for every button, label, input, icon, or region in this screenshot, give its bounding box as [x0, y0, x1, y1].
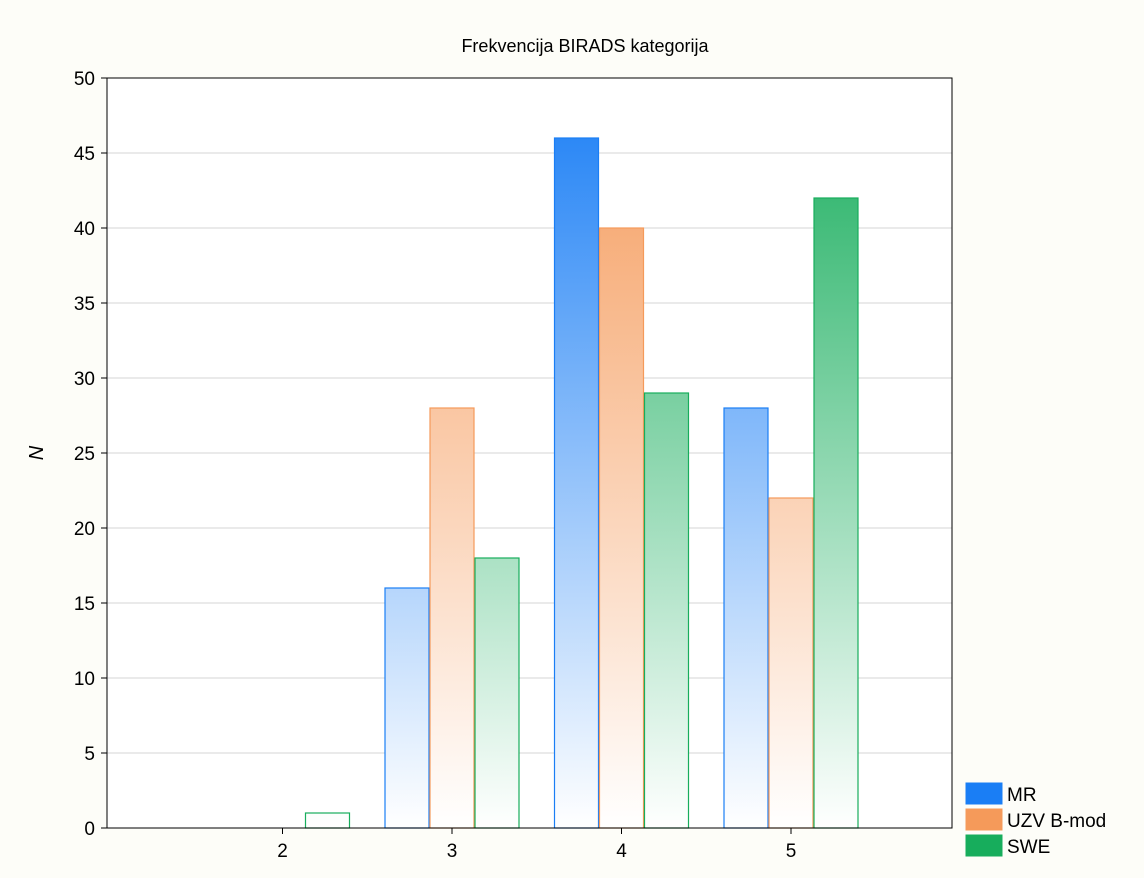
legend-swatch: [965, 808, 1003, 831]
legend: MR UZV B-mod SWE: [965, 782, 1106, 858]
bar-swe: [813, 197, 859, 829]
legend-label: MR: [1007, 785, 1037, 806]
bar-mr: [723, 407, 769, 829]
y-tick-label: 5: [84, 744, 95, 765]
bar-swe: [304, 812, 351, 829]
y-tick-label: 45: [74, 144, 95, 165]
bar-uzv-b-mod: [429, 407, 475, 829]
bar-uzv-b-mod: [598, 227, 645, 829]
y-tick-label: 10: [74, 669, 95, 690]
bar-mr: [553, 137, 600, 829]
x-tick-label: 3: [447, 841, 458, 862]
bar-mr: [384, 587, 430, 829]
bar-swe: [474, 557, 520, 829]
x-tick-label: 4: [616, 841, 627, 862]
y-tick-label: 20: [74, 519, 95, 540]
x-axis: 2 3 4 5: [277, 828, 796, 862]
y-tick-label: 30: [74, 369, 95, 390]
y-tick-label: 25: [74, 444, 95, 465]
y-tick-label: 35: [74, 294, 95, 315]
y-tick-label: 15: [74, 594, 95, 615]
y-axis: 0 5 10 15 20 25 30 35 40 45 50: [74, 69, 107, 840]
legend-swatch: [965, 782, 1003, 805]
y-axis-label: N: [26, 445, 48, 460]
bar-uzv-b-mod: [768, 497, 814, 829]
y-tick-label: 0: [84, 819, 95, 840]
x-tick-label: 5: [786, 841, 797, 862]
y-tick-label: 50: [74, 69, 95, 90]
legend-swatch: [965, 834, 1003, 857]
chart-title: Frekvencija BIRADS kategorija: [461, 36, 709, 56]
bar-swe: [643, 392, 690, 829]
legend-label: UZV B-mod: [1007, 811, 1106, 832]
x-tick-label: 2: [277, 841, 288, 862]
bars: [304, 137, 859, 829]
y-tick-label: 40: [74, 219, 95, 240]
legend-label: SWE: [1007, 837, 1050, 858]
